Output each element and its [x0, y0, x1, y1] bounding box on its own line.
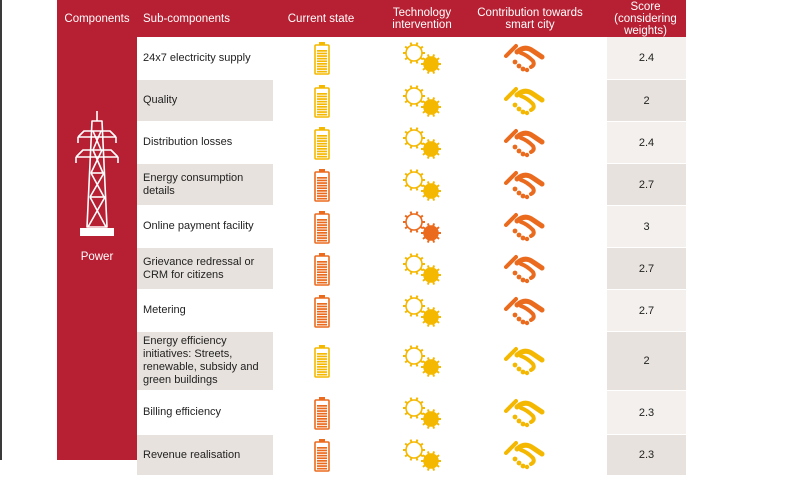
gears-icon	[401, 293, 445, 334]
table-header: Components Sub-components Current state …	[57, 0, 686, 37]
battery-icon	[314, 294, 330, 333]
row-divider	[137, 289, 686, 290]
table-row: Billing efficiency 2.3	[137, 391, 686, 436]
gears-icon	[401, 83, 445, 124]
score-value: 2.3	[607, 391, 686, 434]
table-row: Energy consumption details 2.7	[137, 164, 686, 208]
gears-icon	[401, 251, 445, 292]
power-tower-icon	[75, 111, 119, 236]
handshake-icon	[503, 212, 545, 247]
battery-icon	[314, 126, 330, 165]
battery-icon	[314, 84, 330, 123]
gears-icon	[401, 437, 445, 478]
subcomponent-label: Distribution losses	[143, 136, 233, 148]
subcomponent-label: Online payment facility	[143, 220, 254, 232]
score-value: 3	[607, 206, 686, 247]
score-value: 2.4	[607, 122, 686, 163]
score-value: 2.7	[607, 290, 686, 331]
row-divider	[137, 121, 686, 122]
gears-icon	[401, 395, 445, 436]
component-column: Power	[57, 37, 137, 460]
assessment-table: Components Sub-components Current state …	[57, 0, 686, 476]
gears-icon	[401, 167, 445, 208]
handshake-icon	[503, 254, 545, 289]
score-value: 2	[607, 332, 686, 390]
header-subcomponents: Sub-components	[143, 12, 230, 25]
table-row: Revenue realisation 2.3	[137, 435, 686, 478]
battery-icon	[314, 438, 330, 477]
battery-icon	[314, 396, 330, 435]
subcomponent-label: Metering	[143, 304, 186, 316]
battery-icon	[314, 252, 330, 291]
gears-icon	[401, 125, 445, 166]
row-divider	[137, 434, 686, 435]
handshake-icon	[503, 170, 545, 205]
handshake-icon	[503, 346, 545, 381]
subcomponent-label: Energy efficiency initiatives: Streets, …	[137, 332, 273, 390]
header-current-state: Current state	[287, 12, 355, 25]
battery-icon	[314, 41, 330, 80]
table-row: Quality 2	[137, 80, 686, 124]
row-divider	[137, 331, 686, 332]
component-label: Power	[80, 251, 114, 263]
handshake-icon	[503, 296, 545, 331]
table-row: Energy efficiency initiatives: Streets, …	[137, 332, 686, 391]
battery-icon	[314, 168, 330, 207]
gears-icon	[401, 40, 445, 81]
subcomponent-label: Billing efficiency	[143, 406, 222, 418]
gears-icon	[401, 209, 445, 250]
row-divider	[137, 205, 686, 206]
handshake-icon	[503, 398, 545, 433]
score-value: 2.7	[607, 248, 686, 289]
score-value: 2	[607, 80, 686, 121]
battery-icon	[314, 210, 330, 249]
score-value: 2.7	[607, 164, 686, 205]
row-divider	[137, 390, 686, 391]
gears-icon	[401, 343, 445, 384]
row-divider	[137, 163, 686, 164]
header-components: Components	[64, 12, 130, 25]
header-contribution: Contribution towards smart city	[477, 6, 583, 31]
subcomponent-label: Energy consumption details	[137, 164, 273, 205]
subcomponent-label: Grievance redressal or CRM for citizens	[137, 248, 273, 289]
table-row: 24x7 electricity supply 2.4	[137, 37, 686, 81]
row-divider	[137, 247, 686, 248]
handshake-icon	[503, 86, 545, 121]
score-value: 2.3	[607, 435, 686, 475]
page-edge	[0, 0, 2, 460]
header-score: Score (considering weights)	[614, 0, 677, 37]
handshake-icon	[503, 128, 545, 163]
handshake-icon	[503, 440, 545, 475]
table-row: Online payment facility 3	[137, 206, 686, 250]
table-row: Grievance redressal or CRM for citizens …	[137, 248, 686, 292]
table-row: Metering 2.7	[137, 290, 686, 334]
row-divider	[137, 79, 686, 80]
row-divider	[137, 475, 686, 476]
subcomponent-label: Quality	[137, 80, 273, 121]
subcomponent-label: Revenue realisation	[137, 435, 273, 475]
subcomponent-label: 24x7 electricity supply	[143, 51, 251, 64]
battery-icon	[314, 344, 330, 383]
handshake-icon	[503, 43, 545, 78]
header-technology: Technology intervention	[392, 6, 452, 31]
table-row: Distribution losses 2.4	[137, 122, 686, 166]
score-value: 2.4	[607, 37, 686, 79]
